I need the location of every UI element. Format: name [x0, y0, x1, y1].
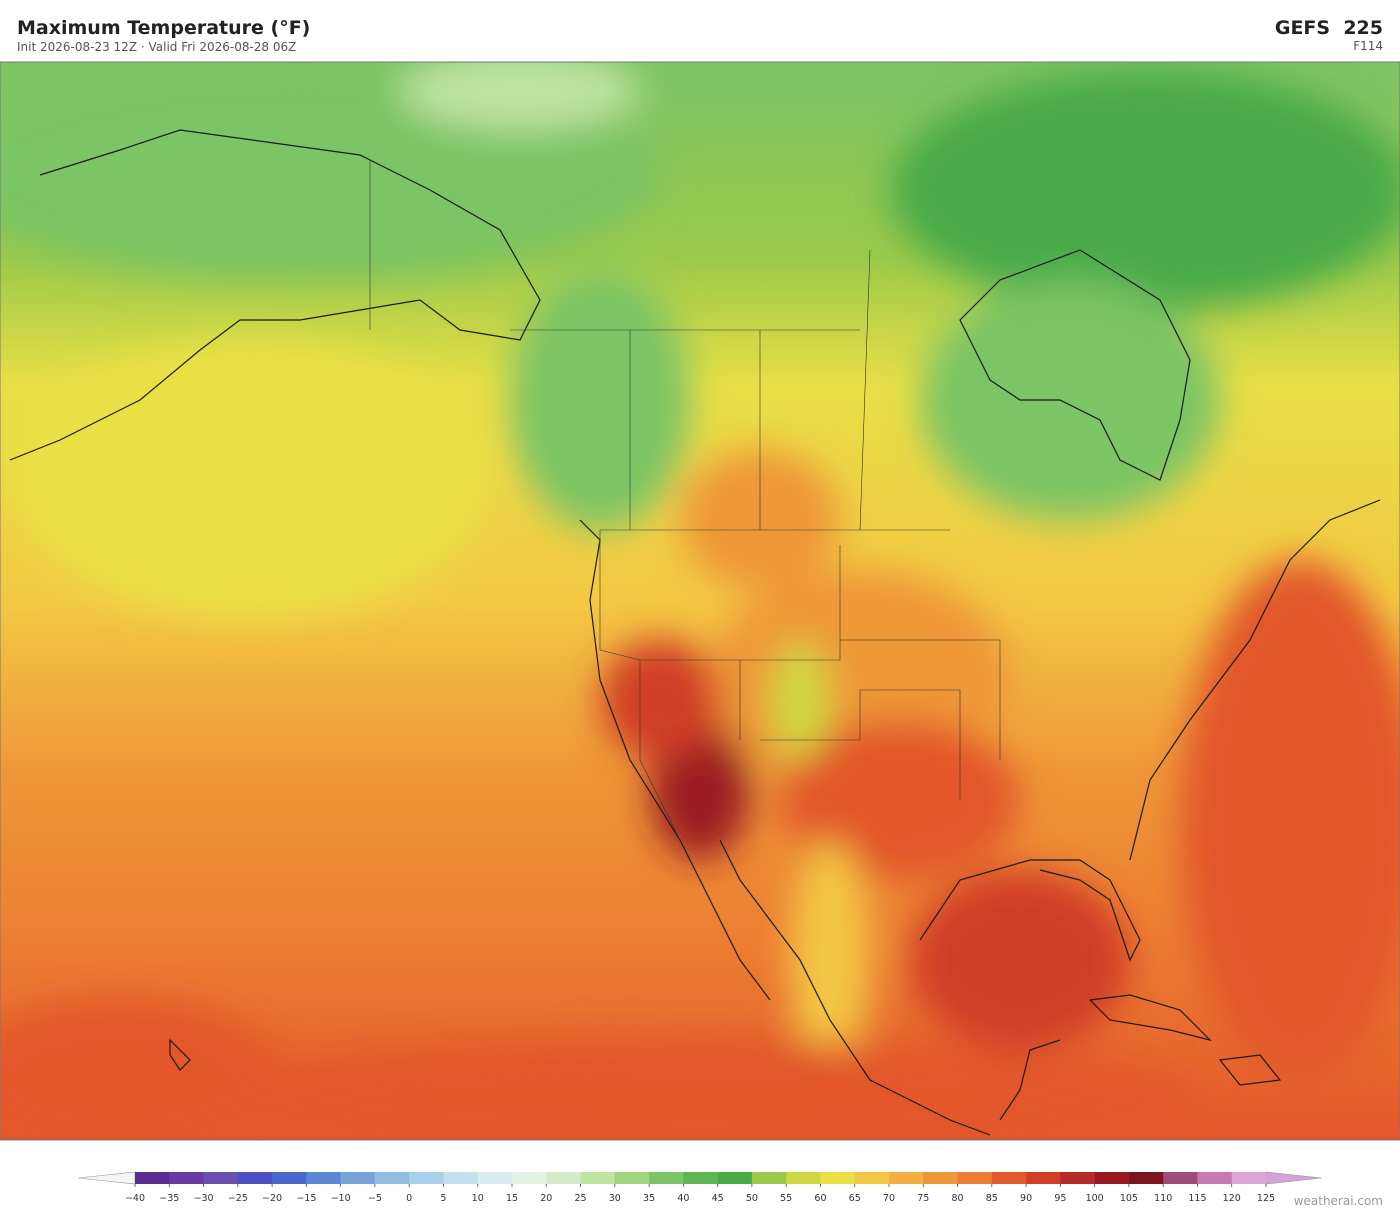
- colorbar-tick-label: 15: [506, 1193, 518, 1204]
- colorbar-tick-label: 95: [1054, 1193, 1066, 1204]
- colorbar-swatch: [340, 1172, 376, 1184]
- map-title: Maximum Temperature (°F): [17, 17, 310, 39]
- colorbar-tick-label: 60: [814, 1193, 826, 1204]
- colorbar-tick-label: −15: [296, 1193, 316, 1204]
- colorbar-swatch: [1231, 1172, 1267, 1184]
- colorbar-swatch: [957, 1172, 993, 1184]
- colorbar-tick-label: 125: [1257, 1193, 1275, 1204]
- credit: weatherai.com: [1294, 1194, 1383, 1208]
- colorbar-tick-label: 110: [1154, 1193, 1172, 1204]
- colorbar-tick-label: 70: [883, 1193, 895, 1204]
- colorbar-tick-label: 80: [951, 1193, 963, 1204]
- colorbar-swatch: [923, 1172, 958, 1184]
- colorbar-swatch: [854, 1172, 890, 1184]
- colorbar-tick-label: 85: [986, 1193, 998, 1204]
- colorbar-swatch: [374, 1172, 410, 1184]
- colorbar-swatch: [477, 1172, 513, 1184]
- colorbar-tick-label: −10: [331, 1193, 351, 1204]
- colorbar-swatch: [649, 1172, 684, 1184]
- colorbar-swatch: [203, 1172, 239, 1184]
- colorbar-swatch: [135, 1172, 170, 1184]
- colorbar-swatch: [820, 1172, 856, 1184]
- colorbar-tick-label: 75: [917, 1193, 929, 1204]
- colorbar-swatch: [786, 1172, 821, 1184]
- map-field: [0, 62, 1400, 1140]
- colorbar-tick-label: 50: [746, 1193, 758, 1204]
- colorbar-swatch: [1094, 1172, 1130, 1184]
- colorbar-swatch: [751, 1172, 787, 1184]
- colorbar-swatch: [306, 1172, 341, 1184]
- colorbar-tick-label: 120: [1223, 1193, 1241, 1204]
- colorbar-tick-label: 65: [849, 1193, 861, 1204]
- colorbar-swatch: [889, 1172, 924, 1184]
- colorbar-tick-label: 25: [574, 1193, 586, 1204]
- colorbar-swatch: [409, 1172, 444, 1184]
- colorbar-swatch: [512, 1172, 547, 1184]
- colorbar: −40 −35 −30 −25 −20 −15 −10 −5 0 5 10 15 20 25 30 35 40 4…: [77, 1171, 1323, 1204]
- colorbar-tick-label: 55: [780, 1193, 792, 1204]
- colorbar-swatch: [272, 1172, 307, 1184]
- forecast-hour: F114: [1353, 39, 1383, 53]
- colorbar-swatch: [991, 1172, 1027, 1184]
- map-frame: [0, 61, 1400, 1141]
- colorbar-tick-label: 100: [1086, 1193, 1104, 1204]
- colorbar-swatch: [1026, 1172, 1061, 1184]
- colorbar-swatch: [580, 1172, 616, 1184]
- colorbar-tick-label: −20: [262, 1193, 282, 1204]
- colorbar-swatch: [443, 1172, 479, 1184]
- colorbar-tick-label: 20: [540, 1193, 552, 1204]
- colorbar-swatch: [1060, 1172, 1095, 1184]
- colorbar-tick-label: −40: [125, 1193, 145, 1204]
- colorbar-tick-label: 0: [406, 1193, 412, 1204]
- colorbar-tick-label: 40: [677, 1193, 689, 1204]
- colorbar-over: [1265, 1171, 1323, 1185]
- colorbar-swatch: [546, 1172, 581, 1184]
- colorbar-under: [77, 1171, 136, 1185]
- colorbar-tick-label: −5: [368, 1193, 382, 1204]
- colorbar-swatch: [169, 1172, 204, 1184]
- colorbar-tick-label: 90: [1020, 1193, 1032, 1204]
- colorbar-tick-label: 115: [1188, 1193, 1206, 1204]
- colorbar-swatch: [717, 1172, 753, 1184]
- colorbar-swatch: [237, 1172, 273, 1184]
- colorbar-tick-label: 10: [472, 1193, 484, 1204]
- map-subtitle: Init 2026-08-23 12Z · Valid Fri 2026-08-…: [17, 40, 296, 54]
- colorbar-tick-label: 30: [609, 1193, 621, 1204]
- colorbar-tick-label: −35: [159, 1193, 179, 1204]
- colorbar-tick-label: −25: [228, 1193, 248, 1204]
- colorbar-tick-label: 45: [712, 1193, 724, 1204]
- colorbar-swatch: [1163, 1172, 1198, 1184]
- colorbar-swatch: [1128, 1172, 1164, 1184]
- colorbar-tick-label: −30: [194, 1193, 214, 1204]
- colorbar-tick-label: 105: [1120, 1193, 1138, 1204]
- model-label: GEFS 225: [1275, 17, 1383, 39]
- colorbar-tick-label: 5: [440, 1193, 446, 1204]
- colorbar-swatch: [614, 1172, 650, 1184]
- colorbar-swatch: [1197, 1172, 1233, 1184]
- colorbar-tick-label: 35: [643, 1193, 655, 1204]
- colorbar-swatch: [683, 1172, 718, 1184]
